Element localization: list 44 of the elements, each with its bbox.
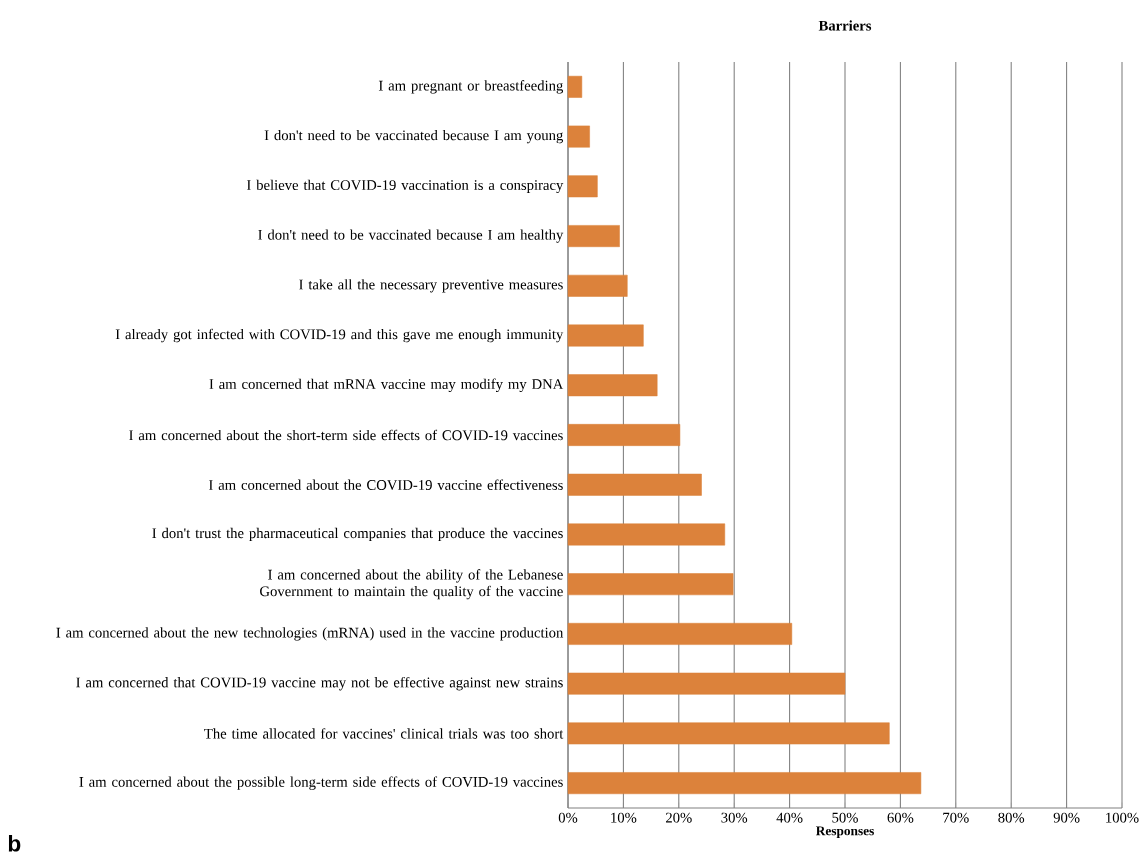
x-tick-label: 20% — [666, 812, 692, 823]
bar — [567, 622, 793, 645]
y-tick-label: I am concerned about the ability of the Lebanese Government to maintain the quality of the vaccine — [260, 569, 563, 600]
y-tick-label: The time allocated for vaccines' clinical trials was too short — [204, 728, 564, 739]
y-tick-label: I am concerned about the new technologies (mRNA) used in the vaccine production — [56, 627, 564, 641]
x-tick-label: 100% — [1106, 812, 1139, 823]
bar — [567, 374, 658, 397]
x-tick-label: 50% — [832, 812, 858, 823]
chart-title: Barriers — [818, 20, 872, 31]
bar — [567, 473, 702, 496]
bar — [567, 672, 846, 695]
x-tick-label: 60% — [887, 812, 914, 823]
y-tick-label: I am pregnant or breastfeeding — [378, 80, 564, 94]
bar — [567, 125, 590, 148]
x-tick-label: 70% — [943, 812, 969, 823]
x-tick-label: 10% — [611, 812, 637, 823]
y-tick-label: I am concerned about the short-term side effects of COVID-19 vaccines — [129, 429, 563, 441]
y-tick-label: I am concerned that mRNA vaccine may modify my DNA — [209, 378, 564, 392]
y-tick-label: I don't need to be vaccinated because I am young — [264, 129, 564, 144]
y-tick-label: I don't need to be vaccinated because I am healthy — [258, 229, 564, 243]
text: b — [8, 834, 21, 852]
y-tick-label: I believe that COVID-19 vaccination is a conspiracy — [246, 179, 564, 193]
bar — [567, 573, 734, 596]
y-tick-label: I am concerned about the possible long-term side effects of COVID-19 vaccines — [79, 776, 563, 790]
x-tick-label: 30% — [721, 812, 748, 823]
y-tick-label: I take all the necessary preventive measures — [299, 279, 563, 293]
bar — [567, 75, 583, 98]
x-tick-label: 40% — [776, 812, 803, 823]
x-tick-label: 0% — [558, 812, 578, 823]
y-tick-label: I am concerned that COVID-19 vaccine may not be effective against new strains — [76, 676, 563, 691]
bar — [567, 225, 620, 247]
y-tick-label: I already got infected with COVID-19 and this gave me enough immunity — [115, 328, 564, 343]
bar — [567, 175, 598, 198]
x-tick-label: 90% — [1053, 812, 1080, 823]
bar — [567, 523, 726, 546]
bar — [567, 324, 644, 347]
bar — [567, 274, 628, 297]
bar — [567, 772, 922, 795]
x-tick-label: 80% — [998, 812, 1025, 823]
bar — [567, 722, 890, 745]
bar — [567, 424, 681, 446]
y-tick-label: I don't trust the pharmaceutical companies that produce the vaccines — [152, 527, 563, 542]
x-axis-title: Responses — [815, 826, 874, 839]
y-tick-label: I am concerned about the COVID-19 vaccine effectiveness — [208, 479, 563, 491]
